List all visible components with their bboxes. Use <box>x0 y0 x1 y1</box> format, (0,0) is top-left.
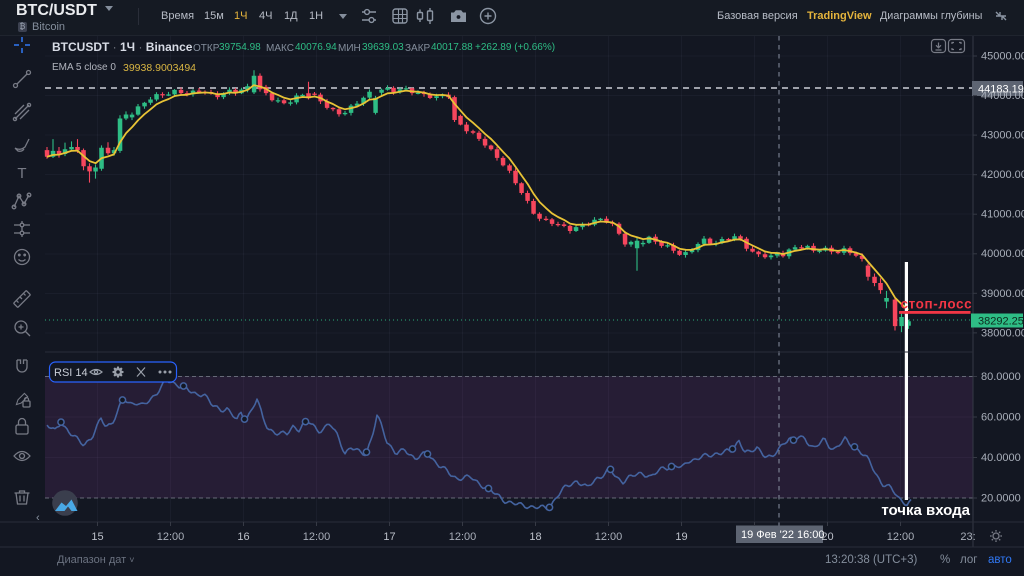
svg-text:40000.00: 40000.00 <box>981 248 1024 260</box>
svg-text:44000.00: 44000.00 <box>981 90 1024 102</box>
svg-text:19 Фев '22: 19 Фев '22 <box>741 529 794 541</box>
svg-text:42000.00: 42000.00 <box>981 169 1024 181</box>
svg-text:12:00: 12:00 <box>157 531 185 543</box>
svg-text:‹: ‹ <box>36 512 40 524</box>
svg-text:15: 15 <box>91 531 103 543</box>
svg-text:19: 19 <box>675 531 687 543</box>
svg-text:точка входа: точка входа <box>881 502 970 519</box>
svg-text:40.0000: 40.0000 <box>981 452 1021 464</box>
svg-text:12:00: 12:00 <box>887 531 915 543</box>
svg-text:38292.25: 38292.25 <box>978 316 1024 328</box>
svg-text:12:00: 12:00 <box>303 531 331 543</box>
svg-text:60.0000: 60.0000 <box>981 412 1021 424</box>
svg-text:16: 16 <box>237 531 249 543</box>
svg-text:16:00: 16:00 <box>797 529 825 541</box>
svg-text:18: 18 <box>529 531 541 543</box>
svg-text:20: 20 <box>821 531 833 543</box>
svg-text:12:00: 12:00 <box>449 531 477 543</box>
svg-text:RSI 14: RSI 14 <box>54 367 88 379</box>
svg-text:38000.00: 38000.00 <box>981 327 1024 339</box>
svg-text:39000.00: 39000.00 <box>981 288 1024 300</box>
svg-text:43000.00: 43000.00 <box>981 130 1024 142</box>
svg-text:45000.00: 45000.00 <box>981 51 1024 63</box>
svg-text:T: T <box>17 165 26 182</box>
svg-text:20.0000: 20.0000 <box>981 493 1021 505</box>
svg-text:44183.19: 44183.19 <box>978 84 1024 96</box>
svg-text:17: 17 <box>383 531 395 543</box>
svg-text:80.0000: 80.0000 <box>981 371 1021 383</box>
svg-text:12:00: 12:00 <box>595 531 623 543</box>
svg-text:41000.00: 41000.00 <box>981 209 1024 221</box>
svg-text:23:: 23: <box>960 531 975 543</box>
svg-text:стоп-лосс: стоп-лосс <box>901 297 973 312</box>
